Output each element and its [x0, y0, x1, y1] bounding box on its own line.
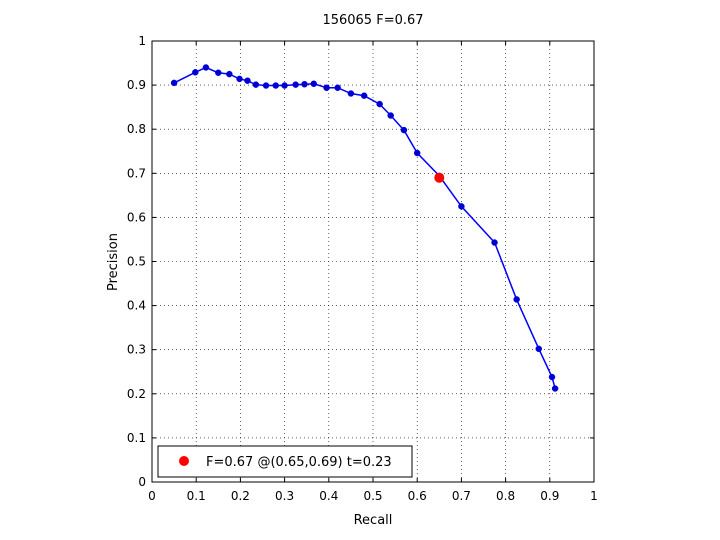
- chart-title: 156065 F=0.67: [322, 13, 423, 28]
- data-point: [458, 203, 465, 210]
- data-point: [347, 90, 355, 97]
- x-tick-label: 0.4: [319, 489, 338, 503]
- data-point: [226, 70, 233, 78]
- y-tick-label: 0.2: [127, 387, 146, 401]
- y-tick-label: 0: [138, 475, 146, 489]
- data-point: [535, 345, 542, 353]
- data-point: [236, 75, 243, 83]
- optimal-point-marker: [434, 172, 445, 183]
- ticks: 0 0.1 0.2 0.3 0.4 0.5 0.6 0.7 0.8 0.9 1 0 0.1 0.2 0.3 0…: [127, 34, 598, 503]
- data-point: [334, 84, 341, 91]
- data-point: [292, 81, 299, 88]
- y-tick-label: 0.5: [127, 255, 146, 269]
- y-tick-label: 0.7: [127, 166, 146, 180]
- optimal-point-group: [434, 172, 445, 183]
- x-tick-label: 0.7: [452, 489, 471, 503]
- data-point: [281, 82, 288, 89]
- x-tick-label: 0.2: [231, 489, 250, 503]
- data-point: [262, 82, 270, 89]
- x-tick-label: 0.5: [363, 489, 382, 503]
- y-tick-label: 0.1: [127, 431, 146, 445]
- y-tick-label: 0.8: [127, 122, 146, 136]
- x-tick-label: 1: [590, 489, 598, 503]
- x-tick-label: 0.6: [408, 489, 427, 503]
- data-point: [513, 296, 520, 303]
- legend-marker-optimal: [179, 456, 189, 466]
- data-point: [170, 79, 178, 87]
- data-point: [310, 80, 318, 88]
- data-point: [272, 82, 280, 89]
- y-tick-label: 0.4: [127, 299, 146, 313]
- data-point: [301, 80, 308, 88]
- data-point: [360, 92, 368, 99]
- y-tick-label: 0.6: [127, 210, 146, 224]
- legend-box: [157, 445, 413, 478]
- y-tick-label: 0.3: [127, 343, 146, 357]
- data-point: [387, 112, 394, 119]
- x-tick-label: 0.8: [496, 489, 515, 503]
- data-point: [551, 385, 559, 392]
- data-point: [192, 69, 199, 76]
- x-tick-label: 0.1: [187, 489, 206, 503]
- x-tick-label: 0.9: [540, 489, 559, 503]
- data-point: [202, 64, 210, 71]
- data-point: [215, 69, 222, 77]
- y-tick-label: 1: [138, 34, 146, 48]
- data-point: [244, 77, 251, 84]
- y-axis-label: Precision: [106, 233, 121, 291]
- x-axis-label: Recall: [354, 513, 393, 528]
- legend: F=0.67 @(0.65,0.69) t=0.23: [157, 445, 413, 478]
- data-point: [548, 373, 556, 381]
- data-point: [413, 149, 421, 157]
- data-point: [323, 84, 330, 91]
- data-point: [491, 239, 498, 246]
- data-point: [376, 100, 383, 108]
- x-tick-label: 0.3: [275, 489, 294, 503]
- data-point: [400, 126, 408, 134]
- series-pr-curve: [170, 64, 559, 392]
- data-point: [252, 81, 260, 88]
- legend-entry-optimal: F=0.67 @(0.65,0.69) t=0.23: [206, 455, 392, 470]
- y-tick-label: 0.9: [127, 78, 146, 92]
- x-tick-label: 0: [148, 489, 156, 503]
- grid: [152, 41, 594, 482]
